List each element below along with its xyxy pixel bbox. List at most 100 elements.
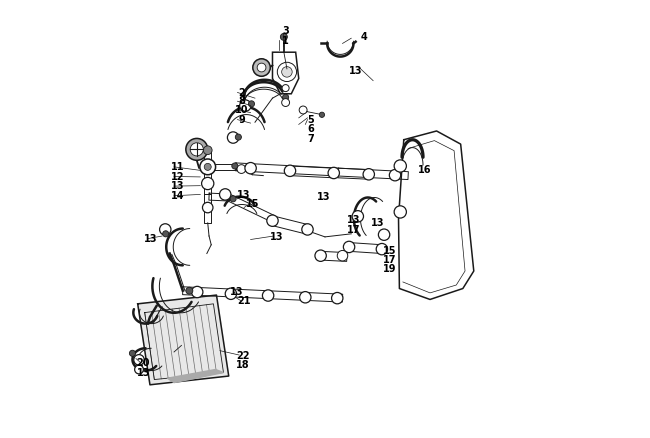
Circle shape [135, 365, 144, 374]
Circle shape [343, 242, 355, 253]
Circle shape [284, 166, 296, 177]
Circle shape [394, 206, 406, 219]
Polygon shape [235, 163, 408, 180]
Text: 11: 11 [171, 162, 185, 172]
Text: 13: 13 [317, 191, 331, 201]
Circle shape [134, 355, 144, 365]
Text: 13: 13 [237, 190, 251, 200]
Circle shape [328, 168, 339, 179]
Circle shape [263, 290, 274, 301]
Circle shape [282, 85, 289, 92]
Circle shape [245, 163, 256, 174]
Polygon shape [209, 194, 229, 201]
Polygon shape [338, 169, 367, 180]
Circle shape [266, 215, 278, 227]
Circle shape [162, 231, 169, 237]
Text: 17: 17 [346, 224, 360, 234]
Circle shape [300, 292, 311, 303]
Circle shape [281, 99, 289, 107]
Polygon shape [320, 252, 347, 262]
Text: 18: 18 [236, 360, 250, 369]
Circle shape [248, 102, 255, 108]
Circle shape [220, 189, 231, 201]
Polygon shape [138, 295, 229, 385]
Text: 13: 13 [370, 217, 384, 227]
Circle shape [232, 163, 238, 170]
Polygon shape [183, 287, 343, 302]
Text: 1: 1 [282, 36, 289, 46]
Circle shape [190, 144, 203, 156]
Circle shape [204, 164, 211, 171]
Text: 15: 15 [383, 245, 396, 255]
Text: 5: 5 [307, 114, 315, 124]
Circle shape [225, 288, 237, 300]
Circle shape [319, 113, 324, 118]
Text: 12: 12 [171, 171, 185, 181]
Text: 16: 16 [418, 164, 432, 174]
Text: 22: 22 [236, 350, 250, 360]
Circle shape [200, 159, 216, 175]
Polygon shape [205, 194, 211, 223]
Polygon shape [290, 166, 334, 178]
Polygon shape [271, 216, 309, 235]
Text: 10: 10 [235, 105, 248, 115]
Polygon shape [349, 243, 382, 254]
Circle shape [280, 34, 287, 41]
Text: 13: 13 [270, 231, 283, 241]
Circle shape [302, 224, 313, 236]
Text: 3: 3 [282, 26, 289, 36]
Circle shape [378, 230, 390, 241]
Circle shape [376, 244, 387, 255]
Text: 19: 19 [383, 264, 396, 274]
Circle shape [337, 251, 348, 261]
Text: 13: 13 [230, 286, 243, 297]
Circle shape [160, 224, 171, 236]
Polygon shape [204, 151, 211, 194]
Text: 7: 7 [307, 134, 315, 144]
Polygon shape [227, 195, 274, 222]
Text: 13: 13 [346, 215, 360, 225]
Circle shape [315, 251, 326, 262]
Polygon shape [398, 132, 474, 300]
Circle shape [394, 160, 406, 173]
Circle shape [202, 178, 214, 190]
Circle shape [192, 287, 203, 298]
Circle shape [235, 135, 241, 141]
Text: 8: 8 [239, 96, 245, 106]
Text: 17: 17 [383, 254, 396, 265]
Text: 21: 21 [238, 296, 252, 306]
Circle shape [237, 165, 246, 174]
Circle shape [283, 95, 289, 101]
Circle shape [240, 101, 251, 112]
Circle shape [203, 147, 212, 155]
Circle shape [230, 196, 236, 202]
Text: 14: 14 [171, 191, 185, 201]
Circle shape [363, 169, 374, 180]
Text: 15: 15 [246, 198, 259, 208]
Circle shape [299, 107, 307, 115]
Polygon shape [272, 53, 299, 95]
Circle shape [253, 60, 270, 77]
Circle shape [227, 133, 239, 144]
Circle shape [202, 203, 213, 213]
Circle shape [186, 288, 193, 294]
Polygon shape [168, 370, 224, 383]
Text: 4: 4 [361, 32, 368, 42]
Text: 6: 6 [307, 124, 315, 134]
Text: 13: 13 [144, 233, 157, 243]
Circle shape [389, 170, 400, 181]
Circle shape [332, 293, 343, 304]
Text: 13: 13 [349, 66, 363, 75]
Text: 13: 13 [136, 367, 150, 377]
Circle shape [186, 139, 208, 161]
Circle shape [129, 350, 135, 357]
Circle shape [281, 67, 292, 78]
Text: 2: 2 [239, 88, 245, 97]
Circle shape [278, 63, 296, 82]
Circle shape [352, 211, 363, 223]
Circle shape [257, 64, 266, 73]
Text: 13: 13 [171, 181, 185, 191]
Polygon shape [208, 164, 236, 170]
Text: 9: 9 [239, 114, 245, 124]
Text: 20: 20 [136, 357, 150, 367]
